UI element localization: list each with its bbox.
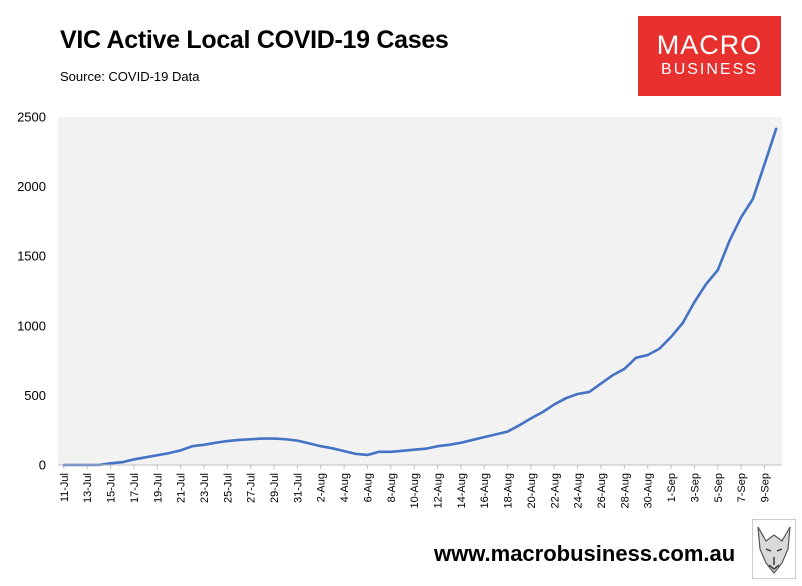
logo-line2: BUSINESS (661, 61, 758, 78)
x-axis: 11-Jul 13-Jul 15-Jul 17-Jul 19-Jul 21-Jul 23-J… (59, 465, 771, 508)
y-tick-label: 1500 (17, 249, 46, 264)
x-tick-label: 30-Aug (643, 473, 655, 508)
x-tick-label: 2-Aug (316, 473, 328, 502)
y-axis: 0 500 1000 1500 2000 2500 (17, 110, 46, 473)
x-tick-label: 10-Aug (409, 473, 421, 508)
x-tick-label: 28-Aug (619, 473, 631, 508)
y-tick-label: 0 (39, 458, 46, 473)
x-tick-label: 4-Aug (339, 473, 351, 502)
x-tick-label: 21-Jul (176, 473, 188, 503)
x-tick-label: 13-Jul (82, 473, 94, 503)
x-tick-label: 7-Sep (736, 473, 748, 502)
y-tick-label: 500 (24, 388, 46, 403)
x-tick-label: 3-Sep (689, 473, 701, 502)
x-tick-label: 14-Aug (456, 473, 468, 508)
y-tick-label: 2000 (17, 179, 46, 194)
logo-line1: MACRO (656, 30, 763, 60)
x-tick-label: 5-Sep (713, 473, 725, 502)
chart-title: VIC Active Local COVID-19 Cases (60, 26, 449, 54)
x-tick-label: 26-Aug (596, 473, 608, 508)
x-tick-label: 9-Sep (759, 473, 771, 502)
macrobusiness-logo: MACRO BUSINESS (638, 16, 781, 96)
series-line-active-cases (62, 127, 778, 467)
x-tick-label: 20-Aug (526, 473, 538, 508)
x-tick-label: 8-Aug (386, 473, 398, 502)
x-tick-label: 12-Aug (433, 473, 445, 508)
chart-source: Source: COVID-19 Data (60, 69, 200, 84)
x-tick-label: 1-Sep (666, 473, 678, 502)
x-tick-label: 18-Aug (503, 473, 515, 508)
footer-url[interactable]: www.macrobusiness.com.au (434, 541, 736, 566)
x-tick-label: 15-Jul (106, 473, 118, 503)
x-tick-label: 29-Jul (269, 473, 281, 503)
x-tick-label: 19-Jul (152, 473, 164, 503)
wolf-logo-icon (752, 519, 796, 579)
x-tick-label: 6-Aug (362, 473, 374, 502)
plot-area (58, 117, 782, 465)
y-tick-label: 2500 (17, 110, 46, 125)
x-tick-label: 23-Jul (199, 473, 211, 503)
x-tick-label: 11-Jul (59, 473, 71, 502)
y-tick-label: 1000 (17, 318, 46, 333)
x-tick-label: 25-Jul (222, 473, 234, 503)
x-tick-label: 17-Jul (129, 473, 141, 503)
x-tick-label: 16-Aug (479, 473, 491, 508)
x-tick-label: 27-Jul (246, 473, 258, 503)
x-tick-label: 24-Aug (573, 473, 585, 508)
x-tick-label: 22-Aug (549, 473, 561, 508)
x-tick-label: 31-Jul (292, 473, 304, 503)
